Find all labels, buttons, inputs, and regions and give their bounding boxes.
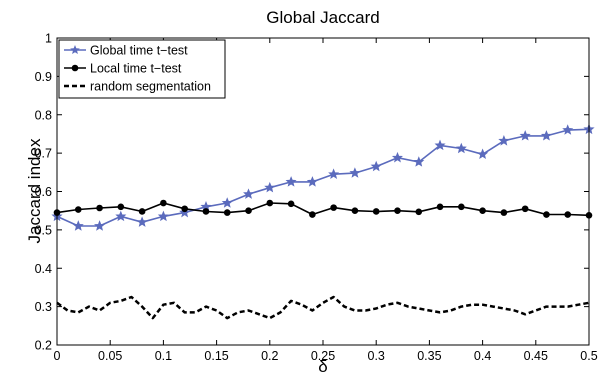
data-point-circle — [117, 203, 125, 211]
data-point-star — [264, 181, 276, 193]
data-point-star — [221, 197, 233, 208]
data-point-star — [540, 130, 552, 141]
y-axis-label: Jaccard index — [25, 138, 44, 243]
data-point-circle — [181, 205, 188, 213]
data-point-circle — [245, 207, 252, 214]
legend-star-icon — [70, 45, 80, 54]
legend-box — [58, 39, 226, 99]
data-point-star — [328, 168, 340, 179]
data-point-star — [243, 188, 255, 199]
data-point-star — [136, 216, 148, 227]
y-tick-label: 0.7 — [35, 147, 52, 161]
data-point-star — [562, 124, 574, 135]
x-tick-label: 0.1 — [155, 349, 172, 363]
y-tick-label: 0.8 — [35, 108, 52, 122]
data-point-star — [498, 134, 510, 146]
y-tick-label: 1 — [45, 32, 52, 46]
data-point-circle — [415, 208, 423, 216]
x-tick-label: 0.4 — [474, 349, 491, 363]
legend-label-0: Global time t−test — [90, 44, 188, 58]
series-line-2 — [56, 295, 590, 320]
data-point-star — [306, 176, 318, 187]
data-point-star — [349, 167, 361, 178]
x-tick-label: 0.2 — [261, 349, 278, 363]
x-tick-label: 0.15 — [204, 349, 228, 363]
legend-label-1: Local time t−test — [90, 62, 182, 76]
legend-circle-icon — [71, 64, 79, 72]
x-tick-label: 0 — [54, 349, 61, 363]
data-point-star — [285, 176, 297, 187]
x-tick-label: 0.25 — [311, 349, 335, 363]
data-point-circle — [74, 206, 82, 213]
y-tick-label: 0.3 — [35, 300, 52, 314]
data-point-circle — [479, 207, 486, 214]
data-point-circle — [351, 207, 359, 214]
y-tick-label: 0.4 — [35, 262, 52, 276]
y-tick-label: 0.2 — [35, 339, 52, 353]
y-tick-label: 0.6 — [35, 185, 52, 199]
data-point-circle — [564, 211, 572, 218]
data-point-circle — [458, 203, 465, 211]
x-tick-label: 0.45 — [524, 349, 548, 363]
legend: Global time t−test Local time t−test rando… — [58, 39, 226, 99]
data-point-star — [370, 160, 382, 172]
y-tick-label: 0.5 — [35, 223, 52, 237]
data-point-circle — [436, 203, 444, 211]
x-tick-label: 0.5 — [580, 349, 597, 363]
data-point-circle — [138, 208, 146, 215]
data-point-star — [72, 220, 84, 231]
data-point-star — [157, 210, 169, 222]
x-axis-label: δ — [318, 357, 327, 376]
x-tick-label: 0.35 — [417, 349, 441, 363]
data-point-star — [477, 148, 489, 159]
data-point-circle — [500, 209, 508, 216]
data-point-circle — [223, 209, 231, 216]
data-point-circle — [521, 205, 529, 213]
data-point-circle — [266, 199, 274, 207]
data-point-circle — [202, 208, 210, 215]
legend-label-2: random segmentation — [90, 80, 211, 94]
y-tick-label: 0.9 — [35, 70, 52, 84]
chart-title: Global Jaccard — [266, 8, 379, 27]
data-point-star — [413, 156, 425, 167]
data-point-star — [434, 139, 446, 151]
data-point-circle — [96, 204, 103, 212]
data-point-star — [455, 142, 467, 154]
data-point-circle — [372, 208, 380, 215]
data-point-circle — [287, 200, 295, 208]
data-point-circle — [394, 207, 401, 214]
series-line-1 — [56, 202, 590, 217]
data-point-circle — [160, 199, 167, 207]
data-point-star — [115, 210, 127, 222]
axes-frame — [56, 37, 590, 346]
x-tick-label: 0.3 — [368, 349, 385, 363]
data-point-star — [179, 206, 191, 218]
data-point-circle — [309, 211, 316, 218]
data-point-circle — [543, 211, 550, 218]
x-tick-label: 0.05 — [98, 349, 122, 363]
data-point-star — [94, 220, 106, 231]
data-point-circle — [330, 204, 337, 211]
data-point-star — [519, 130, 531, 141]
data-point-star — [391, 151, 403, 163]
